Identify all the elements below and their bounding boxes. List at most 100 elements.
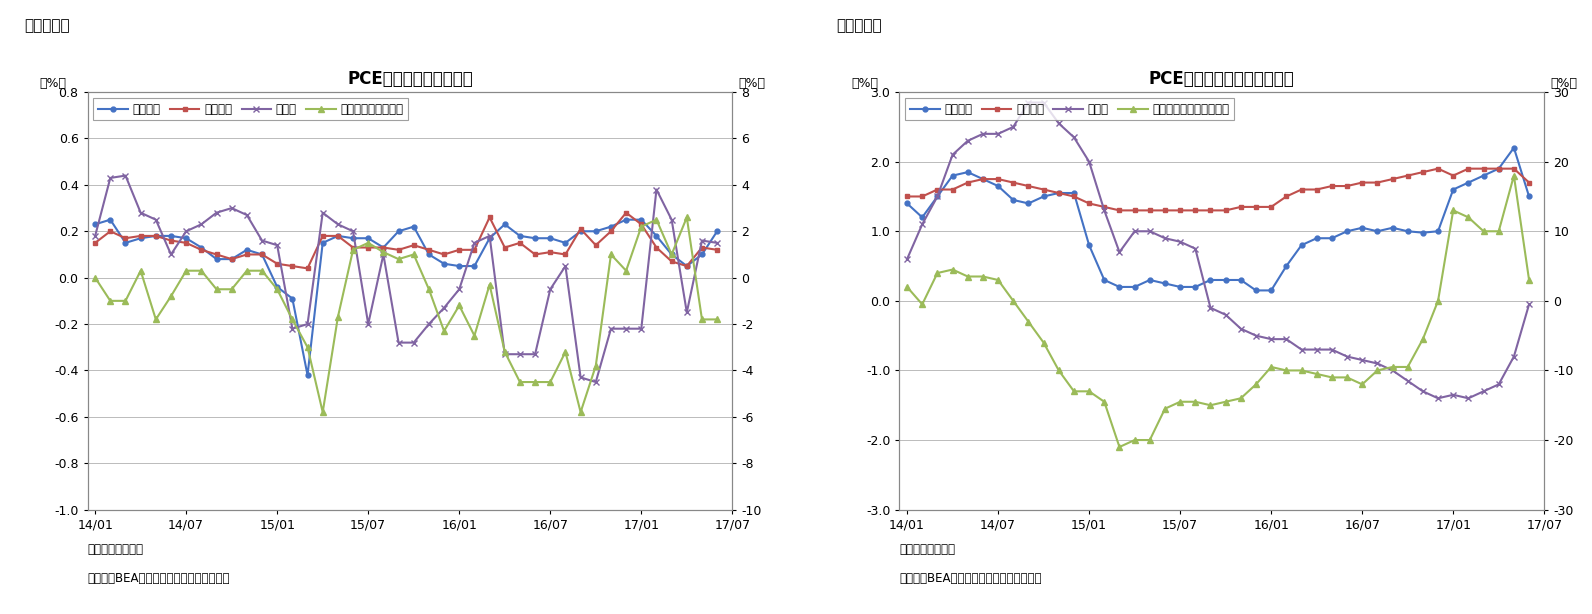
食料品 [1474,387,1493,395]
エネルギー（右軸） [207,286,226,293]
コア指数 [1019,182,1038,190]
コア指数 [100,228,119,235]
総合指数 [419,251,438,258]
Line: 食料品: 食料品 [904,99,1533,402]
食料品 [1353,356,1372,363]
総合指数 [525,235,544,242]
エネルギー関連（右軸） [1140,437,1159,444]
総合指数 [1504,144,1524,152]
総合指数 [616,216,635,223]
食料品 [541,286,560,293]
総合指数 [572,228,591,235]
食料品 [1261,335,1280,343]
エネルギー（右軸） [116,297,135,305]
総合指数 [989,182,1008,190]
総合指数 [435,260,454,268]
コア指数 [1337,182,1356,190]
総合指数 [131,235,150,242]
コア指数 [495,244,514,251]
コア指数 [86,239,105,247]
コア指数 [1307,186,1326,193]
エネルギー関連（右軸） [1156,405,1175,413]
総合指数 [253,251,272,258]
総合指数 [344,235,363,242]
エネルギー（右軸） [693,316,712,323]
総合指数 [602,223,621,230]
コア指数 [465,246,484,254]
コア指数 [177,239,196,247]
食料品 [1231,325,1250,332]
エネルギー関連（右軸） [1337,374,1356,381]
エネルギー関連（右軸） [928,270,947,277]
総合指数 [100,216,119,223]
総合指数 [449,262,468,270]
エネルギー関連（右軸） [1519,276,1538,284]
食料品 [1186,245,1205,252]
食料品 [1323,346,1342,353]
エネルギー（右軸） [449,302,468,309]
食料品 [1200,304,1219,311]
総合指数 [1398,228,1417,235]
コア指数 [161,237,180,244]
エネルギー関連（右軸） [898,283,917,290]
総合指数 [1474,172,1493,179]
総合指数 [1186,283,1205,290]
食料品 [314,209,333,216]
総合指数 [632,216,651,223]
エネルギー関連（右軸） [1428,297,1447,305]
食料品 [100,174,119,182]
エネルギー（右軸） [86,274,105,281]
Legend: 総合指数, コア指数, 食料品, エネルギー（右軸）: 総合指数, コア指数, 食料品, エネルギー（右軸） [94,98,408,120]
エネルギー（右軸） [223,286,242,293]
食料品 [86,232,105,239]
コア指数 [1504,165,1524,173]
Text: （図表７）: （図表７） [836,18,882,33]
エネルギー関連（右軸） [973,273,992,280]
食料品 [374,251,393,258]
食料品 [632,325,651,332]
コア指数 [237,251,256,258]
エネルギー関連（右軸） [1353,381,1372,388]
総合指数 [511,232,530,239]
食料品 [449,286,468,293]
エネルギー（右軸） [237,267,256,274]
総合指数 [404,223,423,230]
コア指数 [146,232,166,239]
食料品 [283,325,302,332]
コア指数 [419,246,438,254]
Line: エネルギー関連（右軸）: エネルギー関連（右軸） [904,173,1532,450]
コア指数 [586,241,605,249]
総合指数 [298,371,317,379]
Text: （%）: （%） [40,77,67,90]
コア指数 [358,244,377,251]
エネルギー（右軸） [572,408,591,416]
食料品 [1126,228,1145,235]
食料品 [511,351,530,358]
食料品 [495,351,514,358]
食料品 [662,216,681,223]
コア指数 [449,246,468,254]
エネルギー関連（右軸） [1186,398,1205,405]
総合指数 [1383,224,1403,231]
エネルギー（右軸） [556,348,575,356]
Text: （資料）BEAよりニッセイ基礎研究所作成: （資料）BEAよりニッセイ基礎研究所作成 [899,572,1043,585]
総合指数 [465,262,484,270]
エネルギー関連（右軸） [1247,381,1266,388]
食料品 [942,151,962,158]
総合指数 [898,200,917,207]
総合指数 [1458,179,1477,186]
コア指数 [1186,207,1205,214]
コア指数 [602,228,621,235]
総合指数 [1247,287,1266,294]
コア指数 [1170,207,1189,214]
コア指数 [912,193,931,200]
食料品 [1293,346,1312,353]
エネルギー関連（右軸） [1444,207,1463,214]
エネルギー（右軸） [344,246,363,254]
エネルギー関連（右軸） [1003,297,1022,305]
食料品 [419,321,438,328]
エネルギー（右軸） [161,292,180,300]
食料品 [298,321,317,328]
エネルギー関連（右軸） [942,266,962,273]
コア指数 [1474,165,1493,173]
